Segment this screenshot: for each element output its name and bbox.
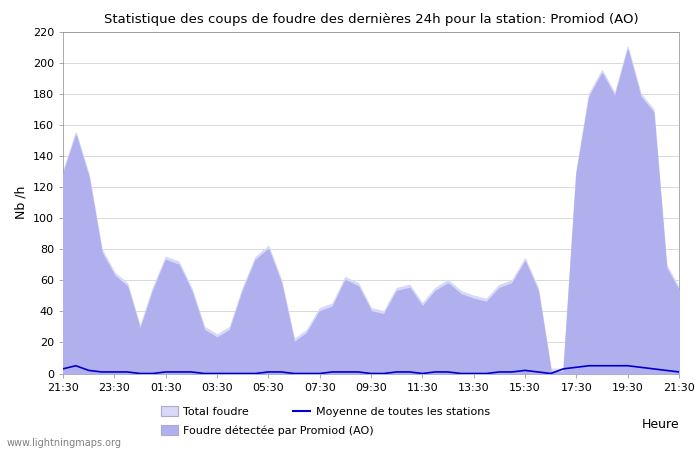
Legend: Foudre détectée par Promiod (AO): Foudre détectée par Promiod (AO) [161,425,374,436]
Text: www.lightningmaps.org: www.lightningmaps.org [7,438,122,448]
Text: Heure: Heure [641,418,679,431]
Y-axis label: Nb /h: Nb /h [14,186,27,219]
Title: Statistique des coups de foudre des dernières 24h pour la station: Promiod (AO): Statistique des coups de foudre des dern… [104,13,638,26]
